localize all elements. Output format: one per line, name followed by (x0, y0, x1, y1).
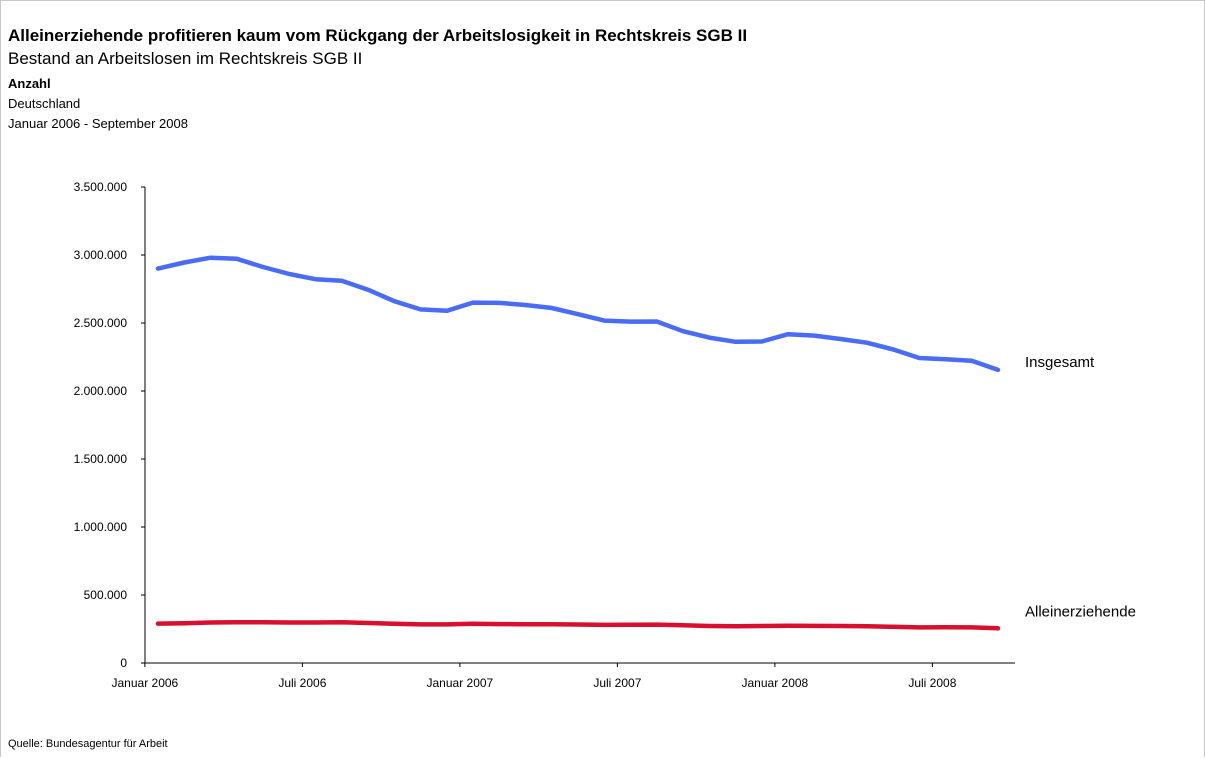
y-tick-label: 2.500.000 (74, 316, 128, 330)
period-label: Januar 2006 - September 2008 (8, 116, 188, 131)
y-tick-label: 1.000.000 (74, 520, 128, 534)
chart-subtitle: Bestand an Arbeitslosen im Rechtskreis S… (8, 49, 363, 68)
x-tick-label: Januar 2006 (112, 676, 179, 690)
y-tick-label: 2.000.000 (74, 384, 128, 398)
series-line-insgesamt (155, 255, 1001, 373)
y-tick-label: 500.000 (84, 588, 128, 602)
y-tick-label: 0 (120, 656, 127, 670)
region-label: Deutschland (8, 96, 81, 111)
x-tick-label: Juli 2007 (593, 676, 641, 690)
series-label-alleinerziehende: Alleinerziehende (1025, 603, 1136, 620)
y-tick-label: 3.000.000 (74, 248, 128, 262)
y-tick-label: 1.500.000 (74, 452, 128, 466)
series-line-alleinerziehende (155, 619, 1001, 631)
unit-label: Anzahl (8, 76, 51, 91)
source-note: Quelle: Bundesagentur für Arbeit (8, 738, 168, 750)
chart-title: Alleinerziehende profitieren kaum vom Rü… (8, 26, 748, 45)
x-tick-label: Januar 2008 (742, 676, 809, 690)
series-label-insgesamt: Insgesamt (1025, 354, 1095, 371)
y-tick-label: 3.500.000 (74, 180, 128, 194)
x-tick-label: Juli 2006 (278, 676, 326, 690)
x-tick-label: Juli 2008 (908, 676, 956, 690)
line-chart: 0 500.000 1.000.000 1.500.000 2.000.000 2.500… (74, 180, 1136, 690)
x-tick-label: Januar 2007 (427, 676, 494, 690)
